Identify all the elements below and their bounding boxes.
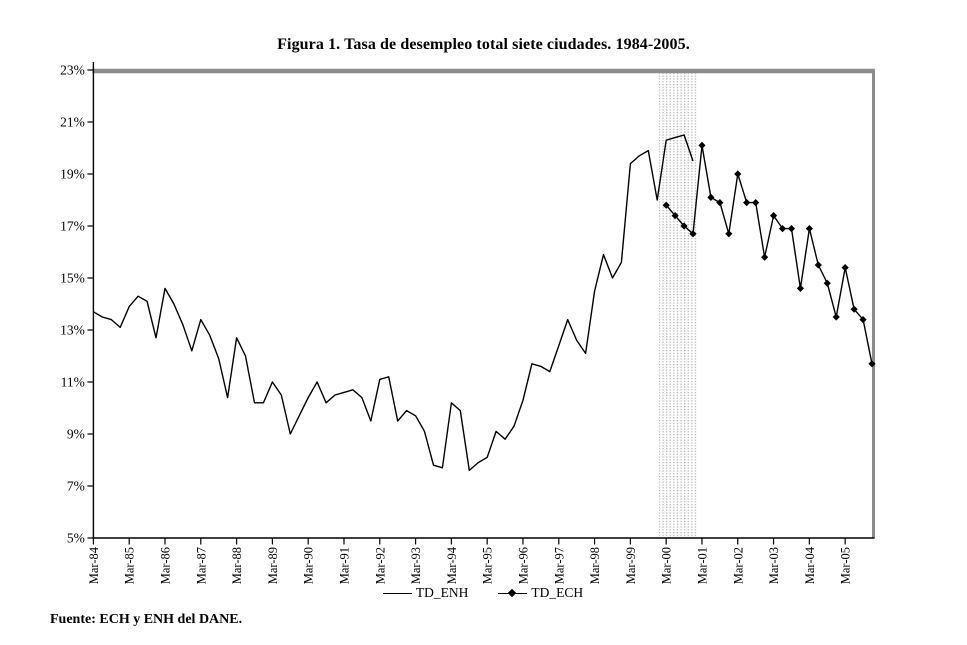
x-tick-label: Mar-87: [194, 547, 208, 584]
legend-label-td-enh: TD_ENH: [415, 585, 469, 600]
legend-item-td-enh: TD_ENH: [382, 585, 469, 601]
diamond-marker: [680, 222, 688, 230]
x-tick-label: Mar-01: [695, 547, 709, 584]
diamond-marker: [689, 230, 697, 238]
diamond-marker: [725, 230, 733, 238]
diamond-marker: [716, 199, 724, 207]
x-tick-label: Mar-02: [731, 547, 745, 584]
x-tick-label: Mar-95: [481, 547, 495, 584]
diamond-marker: [868, 360, 876, 368]
diamond-marker: [814, 261, 822, 269]
x-tick-label: Mar-92: [373, 547, 387, 584]
x-tick-label: Mar-05: [839, 547, 853, 584]
x-tick-label: Mar-94: [445, 546, 459, 584]
y-tick-label: 5%: [67, 531, 85, 546]
y-tick-label: 9%: [67, 427, 85, 442]
x-tick-label: Mar-89: [266, 547, 280, 584]
y-tick-label: 7%: [67, 479, 85, 494]
diamond-marker: [671, 212, 679, 220]
diamond-marker: [796, 284, 805, 292]
y-tick-label: 11%: [61, 375, 85, 390]
line-diamond-sample-icon: [498, 588, 528, 598]
diamond-marker: [841, 264, 849, 272]
diamond-marker: [823, 279, 831, 287]
diamond-marker: [850, 305, 858, 313]
diamond-marker: [805, 225, 813, 233]
diamond-marker: [832, 313, 840, 321]
x-tick-label: Mar-98: [588, 547, 602, 584]
x-tick-label: Mar-86: [158, 547, 172, 584]
x-tick-label: Mar-90: [302, 547, 316, 584]
legend-label-td-ech: TD_ECH: [531, 585, 584, 600]
x-tick-label: Mar-85: [123, 547, 137, 584]
x-tick-label: Mar-88: [230, 547, 244, 584]
diamond-marker: [752, 199, 760, 207]
x-tick-label: Mar-03: [767, 547, 781, 584]
diamond-marker: [761, 253, 769, 261]
diamond-marker: [734, 170, 742, 178]
y-tick-label: 19%: [60, 167, 85, 182]
x-tick-label: Mar-84: [87, 546, 101, 584]
series-line-td_enh: [93, 134, 694, 472]
chart-title: Figura 1. Tasa de desempleo total siete …: [277, 36, 690, 53]
series-line-td_ech: [665, 144, 873, 364]
x-tick-label: Mar-04: [803, 546, 817, 584]
source-note: Fuente: ECH y ENH del DANE.: [50, 612, 243, 627]
diamond-marker: [787, 225, 796, 233]
y-tick-label: 21%: [60, 115, 85, 130]
x-tick-label: Mar-97: [552, 547, 566, 584]
x-tick-label: Mar-99: [624, 547, 638, 584]
diamond-marker: [769, 212, 778, 220]
y-tick-label: 13%: [60, 323, 85, 338]
legend-item-td-ech: TD_ECH: [498, 585, 583, 601]
line-sample-icon: [382, 589, 412, 598]
diamond-marker: [859, 316, 867, 324]
x-tick-label: Mar-96: [516, 547, 530, 584]
y-tick-label: 23%: [60, 63, 85, 78]
diamond-marker: [698, 141, 706, 149]
shaded-band: [659, 73, 698, 538]
x-tick-label: Mar-91: [337, 547, 351, 584]
chart-legend: TD_ENH TD_ECH: [93, 584, 873, 602]
y-tick-label: 17%: [60, 219, 85, 234]
diamond-marker: [778, 225, 787, 233]
diamond-marker: [662, 201, 670, 209]
x-tick-label: Mar-00: [660, 547, 674, 584]
diamond-marker: [743, 199, 751, 207]
y-tick-label: 15%: [60, 271, 85, 286]
diamond-marker: [707, 193, 715, 201]
x-tick-label: Mar-93: [409, 547, 423, 584]
